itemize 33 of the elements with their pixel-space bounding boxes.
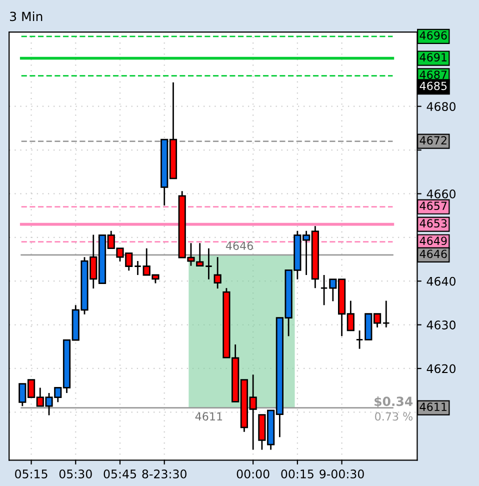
candlestick <box>356 330 364 350</box>
ref-line-label: 4687 <box>420 70 447 79</box>
chart-title: 3 Min <box>10 11 42 22</box>
y-tick-label: 4620 <box>426 364 456 374</box>
candlestick <box>134 260 142 276</box>
annotation: 4646 <box>226 242 253 250</box>
x-tick-label: 05:15 <box>15 469 48 478</box>
candlestick <box>320 274 328 306</box>
x-tick-label: 05:45 <box>104 469 136 478</box>
y-tick-label: 4660 <box>426 189 456 198</box>
candlestick <box>204 248 213 280</box>
candlestick <box>382 300 390 328</box>
y-tick-label: 4630 <box>426 320 456 330</box>
ref-line-label: 4649 <box>420 236 447 246</box>
annotation: 0.73 % <box>375 412 413 421</box>
x-tick-label: 00:00 <box>236 469 270 478</box>
ref-line-label: 4672 <box>420 136 446 145</box>
ref-line-label: 4611 <box>420 402 446 412</box>
x-tick-label: 8-23:30 <box>142 469 186 478</box>
y-tick-label: 4680 <box>426 102 456 112</box>
ref-line-label: 4691 <box>420 53 446 62</box>
candlestick <box>214 256 222 290</box>
y-tick-label: 4640 <box>426 276 456 286</box>
text: 4685 <box>420 82 447 90</box>
annotation: $0.34 <box>374 396 413 408</box>
ref-line-label: 4657 <box>420 202 447 210</box>
ref-line-label: 4646 <box>420 250 447 258</box>
x-tick-label: 05:30 <box>59 469 92 478</box>
x-tick-label: 9-00:30 <box>320 469 364 478</box>
ref-line-label: 4653 <box>420 219 447 228</box>
x-tick-label: 00:15 <box>281 469 314 478</box>
ref-line-label: 4696 <box>420 31 447 40</box>
annotation: 4611 <box>195 412 222 421</box>
